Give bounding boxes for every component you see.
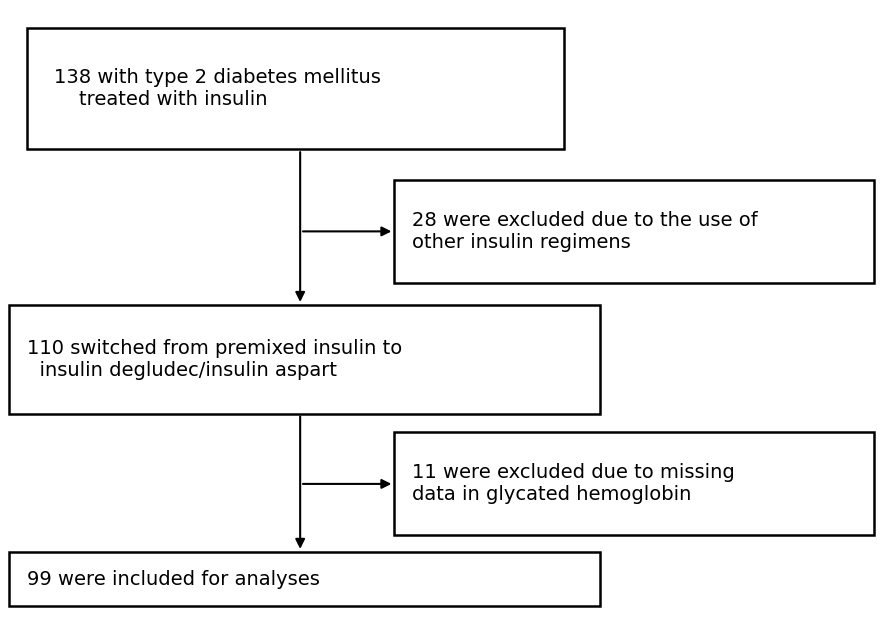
Text: 28 were excluded due to the use of
other insulin regimens: 28 were excluded due to the use of other… <box>412 211 758 252</box>
Text: 110 switched from premixed insulin to
  insulin degludec/insulin aspart: 110 switched from premixed insulin to in… <box>27 339 402 379</box>
Bar <box>394 180 874 283</box>
Text: 11 were excluded due to missing
data in glycated hemoglobin: 11 were excluded due to missing data in … <box>412 463 735 504</box>
Text: 99 were included for analyses: 99 were included for analyses <box>27 570 320 588</box>
Bar <box>9 552 600 606</box>
Bar <box>394 432 874 535</box>
Bar <box>9 305 600 414</box>
Text: 138 with type 2 diabetes mellitus
    treated with insulin: 138 with type 2 diabetes mellitus treate… <box>54 68 381 109</box>
Bar <box>27 28 564 149</box>
